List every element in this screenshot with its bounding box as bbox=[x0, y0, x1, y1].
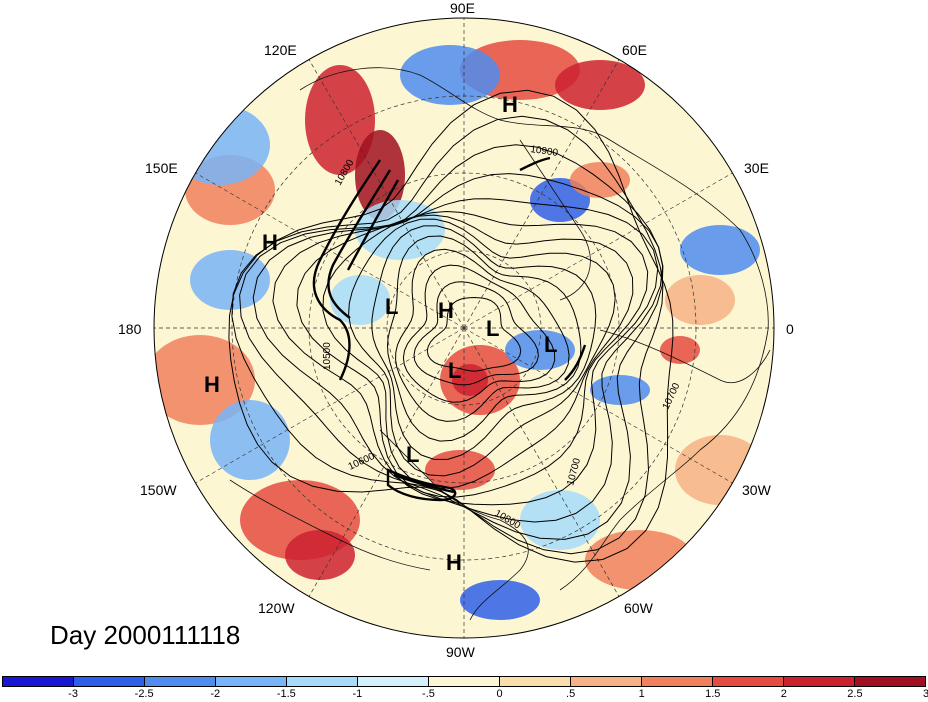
height-contours bbox=[228, 89, 674, 563]
longitude-label-90w: 90W bbox=[446, 644, 475, 660]
colorbar-cell bbox=[358, 677, 429, 686]
colorbar-cell bbox=[713, 677, 784, 686]
longitude-label-150w: 150W bbox=[140, 482, 177, 498]
meridian-line bbox=[463, 327, 733, 484]
colorbar-cell bbox=[3, 677, 74, 686]
coastlines bbox=[229, 67, 771, 621]
anomaly-patch bbox=[660, 336, 700, 364]
colorbar-cell bbox=[429, 677, 500, 686]
longitude-label-60e: 60E bbox=[622, 42, 647, 58]
pressure-center-labels: H H H H H L L L L L bbox=[204, 92, 557, 575]
colorbar-tick: -3 bbox=[68, 688, 78, 700]
meridian-line bbox=[463, 327, 620, 597]
geopotential-contour bbox=[296, 210, 649, 498]
colorbar-tick: -1.5 bbox=[276, 688, 296, 700]
meridian-line bbox=[308, 327, 465, 597]
low-pressure-center: L bbox=[406, 442, 419, 467]
anomaly-patch bbox=[305, 65, 375, 175]
geopotential-contour bbox=[322, 214, 634, 490]
anomaly-patch bbox=[505, 330, 575, 370]
anomaly-patch bbox=[590, 375, 650, 405]
anomaly-patch bbox=[355, 130, 405, 220]
meridian-line bbox=[463, 59, 620, 329]
longitude-label-120e: 120E bbox=[264, 42, 297, 58]
anomaly-patch bbox=[555, 60, 645, 110]
anomaly-shading bbox=[154, 40, 765, 620]
anomaly-patch bbox=[520, 490, 600, 550]
anomaly-patch bbox=[285, 530, 355, 580]
anomaly-patch bbox=[460, 580, 540, 620]
anomaly-patch bbox=[170, 105, 270, 185]
colorbar-tick: -1 bbox=[352, 688, 363, 700]
longitude-label-150e: 150E bbox=[145, 160, 178, 176]
anomaly-patch bbox=[452, 364, 488, 396]
geopotential-contour bbox=[272, 198, 659, 506]
colorbar-cell bbox=[287, 677, 358, 686]
colorbar-cell bbox=[216, 677, 287, 686]
anomaly-patch bbox=[330, 275, 390, 325]
high-pressure-center: H bbox=[438, 298, 454, 323]
longitude-label-90e: 90E bbox=[450, 0, 475, 16]
meridian-line bbox=[308, 59, 465, 329]
colorbar-cell bbox=[145, 677, 216, 686]
low-pressure-center: L bbox=[486, 316, 499, 341]
colorbar bbox=[2, 676, 926, 687]
low-pressure-center: L bbox=[448, 358, 461, 383]
colorbar-tick: -2 bbox=[210, 688, 221, 700]
geopotential-contour bbox=[252, 173, 664, 523]
colorbar-tick: 3 bbox=[922, 688, 928, 700]
contour-label: 10900 bbox=[530, 144, 560, 159]
anomaly-patch bbox=[154, 335, 255, 425]
colorbar-cell bbox=[855, 677, 925, 686]
geopotential-contour bbox=[426, 296, 522, 372]
longitude-label-180: 180 bbox=[118, 321, 142, 337]
geopotential-contour bbox=[395, 248, 570, 422]
colorbar-tick-labels: -3 -2.5 -2 -1.5 -1 -.5 0 .5 1 1.5 2 2.5 3 bbox=[0, 688, 928, 702]
low-pressure-center: L bbox=[385, 294, 398, 319]
meridian-line bbox=[463, 172, 733, 329]
anomaly-patch bbox=[665, 275, 735, 325]
map-boundary bbox=[153, 17, 775, 639]
date-title: Day 2000111118 bbox=[50, 620, 241, 650]
longitude-label-0: 0 bbox=[786, 321, 794, 337]
colorbar-cell bbox=[784, 677, 855, 686]
high-pressure-center: H bbox=[204, 372, 220, 397]
colorbar-tick: 2.5 bbox=[847, 688, 863, 700]
longitude-label-120w: 120W bbox=[258, 600, 295, 616]
longitude-label-30e: 30E bbox=[744, 160, 769, 176]
colorbar-tick: 0 bbox=[496, 688, 503, 700]
longitude-label-30w: 30W bbox=[742, 482, 771, 498]
colorbar-tick: -.5 bbox=[422, 688, 435, 700]
geopotential-contour bbox=[371, 225, 597, 460]
geopotential-contour bbox=[402, 264, 556, 403]
thick-frontal-contours bbox=[312, 156, 587, 502]
colorbar-tick: 1 bbox=[638, 688, 645, 700]
geopotential-contour bbox=[386, 235, 582, 442]
low-pressure-center: L bbox=[544, 332, 557, 357]
colorbar-cell bbox=[642, 677, 713, 686]
colorbar-cell bbox=[74, 677, 145, 686]
high-pressure-center: H bbox=[446, 550, 462, 575]
colorbar-cell bbox=[571, 677, 642, 686]
colorbar-tick: 2 bbox=[780, 688, 787, 700]
colorbar-cell bbox=[500, 677, 571, 686]
geopotential-contour bbox=[413, 281, 539, 386]
high-pressure-center: H bbox=[262, 230, 278, 255]
colorbar-tick: .5 bbox=[566, 688, 576, 700]
contour-label: 10500 bbox=[322, 342, 333, 370]
anomaly-patch bbox=[210, 400, 290, 480]
high-pressure-center: H bbox=[502, 92, 518, 117]
anomaly-patch bbox=[680, 225, 760, 275]
geopotential-contour bbox=[228, 89, 674, 563]
geopotential-contour bbox=[239, 144, 664, 540]
colorbar-tick: 1.5 bbox=[705, 688, 721, 700]
longitude-label-60w: 60W bbox=[624, 600, 653, 616]
geopotential-contour bbox=[348, 218, 616, 477]
meridian-line bbox=[195, 327, 465, 484]
anomaly-patch bbox=[400, 45, 500, 105]
geopotential-contour bbox=[231, 115, 664, 555]
colorbar-tick: -2.5 bbox=[134, 688, 154, 700]
